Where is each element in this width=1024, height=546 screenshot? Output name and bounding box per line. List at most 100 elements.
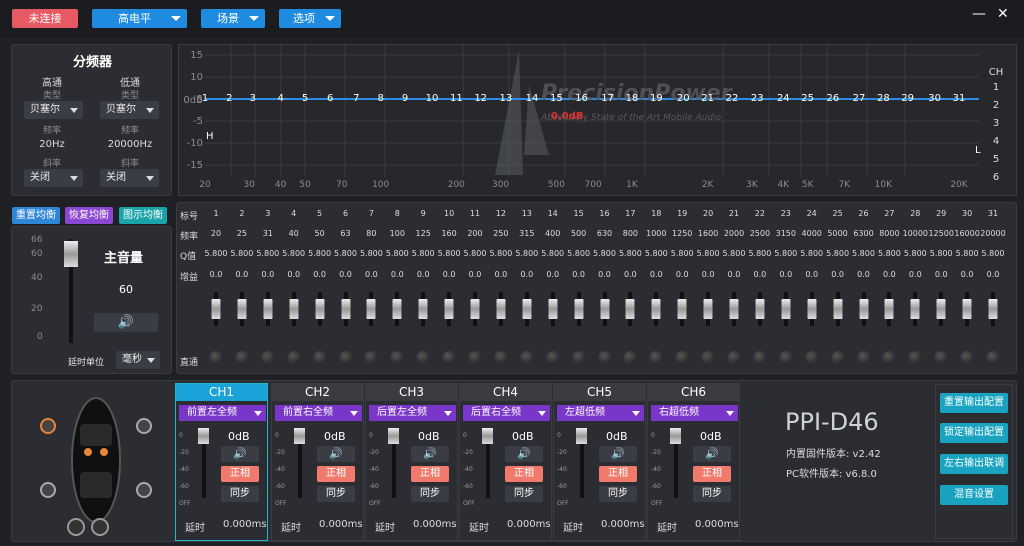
band-gain-knob[interactable]: [884, 299, 894, 319]
band-freq[interactable]: 1000: [646, 229, 667, 238]
hp-freq-value[interactable]: 20Hz: [39, 139, 65, 150]
channel-position-select[interactable]: 后置左全频: [369, 405, 456, 421]
lock-output-button[interactable]: 锁定输出配置: [940, 423, 1008, 443]
band-gain[interactable]: 0.0: [339, 270, 352, 279]
band-gain-knob[interactable]: [703, 299, 713, 319]
band-q[interactable]: 5.800: [411, 249, 435, 258]
band-freq[interactable]: 63: [340, 229, 351, 238]
connection-status-button[interactable]: 未连接: [12, 9, 78, 28]
band-gain[interactable]: 0.0: [468, 270, 482, 279]
band-freq[interactable]: 3150: [775, 229, 796, 238]
band-marker[interactable]: 13: [499, 93, 513, 104]
band-freq[interactable]: 80: [366, 229, 377, 238]
band-marker[interactable]: 6: [327, 93, 334, 104]
band-gain[interactable]: 0.0: [494, 270, 508, 279]
band-freq[interactable]: 200: [467, 229, 483, 238]
mix-settings-button[interactable]: 混音设置: [940, 485, 1008, 505]
band-q[interactable]: 5.800: [489, 249, 513, 258]
bypass-toggle[interactable]: [831, 351, 845, 364]
band-marker[interactable]: 27: [852, 93, 866, 104]
band-gain[interactable]: 0.0: [416, 270, 430, 279]
band-gain[interactable]: 0.0: [857, 270, 870, 279]
bypass-toggle[interactable]: [494, 351, 508, 364]
bypass-toggle[interactable]: [986, 351, 1000, 364]
band-gain[interactable]: 0.0: [675, 270, 689, 279]
bypass-toggle[interactable]: [416, 351, 430, 364]
channel-sync-button[interactable]: 同步: [411, 486, 449, 502]
channel-phase-button[interactable]: 正相: [317, 466, 355, 482]
band-marker[interactable]: 5: [301, 93, 309, 104]
band-freq[interactable]: 2000: [723, 229, 745, 238]
band-gain[interactable]: 0.0: [390, 270, 404, 279]
band-gain-knob[interactable]: [263, 299, 273, 319]
level-dropdown[interactable]: 高电平: [92, 9, 187, 28]
band-freq[interactable]: 4000: [801, 229, 822, 238]
bypass-toggle[interactable]: [701, 351, 715, 364]
band-q[interactable]: 5.800: [282, 249, 306, 258]
band-marker[interactable]: 21: [701, 93, 715, 104]
band-gain-knob[interactable]: [859, 299, 868, 319]
bypass-toggle[interactable]: [572, 351, 586, 364]
band-gain[interactable]: 0.0: [235, 270, 249, 279]
band-gain[interactable]: 0.0: [520, 270, 534, 279]
band-q[interactable]: 5.800: [955, 249, 979, 258]
band-freq[interactable]: 250: [493, 229, 509, 238]
band-marker[interactable]: 30: [928, 93, 942, 104]
band-freq[interactable]: 1250: [672, 229, 693, 238]
bypass-toggle[interactable]: [287, 351, 301, 364]
channel-title[interactable]: CH5: [554, 384, 645, 401]
eq-graph[interactable]: PrecisionPower Absolutely State of the A…: [178, 44, 1017, 196]
band-marker[interactable]: 14: [525, 93, 539, 104]
band-gain-knob[interactable]: [936, 299, 946, 319]
lp-slope-select[interactable]: 关闭: [100, 169, 159, 187]
channel-volume-knob[interactable]: [294, 428, 305, 444]
close-button[interactable]: ✕: [997, 6, 1009, 22]
channel-delay-value[interactable]: 0.000ms: [413, 519, 457, 530]
band-marker[interactable]: 24: [776, 93, 790, 104]
scene-dropdown[interactable]: 场景: [201, 9, 265, 28]
master-volume-knob[interactable]: [64, 241, 78, 267]
hp-marker[interactable]: H: [206, 131, 214, 142]
channel-position-select[interactable]: 前置右全频: [275, 405, 362, 421]
channel-position-select[interactable]: 左超低频: [557, 405, 644, 421]
band-gain[interactable]: 0.0: [261, 270, 275, 279]
band-gain-knob[interactable]: [781, 299, 791, 319]
band-gain-knob[interactable]: [366, 299, 376, 319]
band-q[interactable]: 5.800: [644, 249, 668, 258]
band-freq[interactable]: 100: [389, 229, 405, 238]
channel-volume-track[interactable]: [202, 430, 206, 498]
band-q[interactable]: 5.800: [981, 249, 1005, 258]
band-gain[interactable]: 0.0: [960, 270, 974, 279]
band-gain[interactable]: 0.0: [624, 270, 637, 279]
bypass-toggle[interactable]: [442, 351, 456, 364]
bypass-toggle[interactable]: [857, 351, 870, 364]
band-q[interactable]: 5.800: [929, 249, 953, 258]
bypass-toggle[interactable]: [520, 351, 534, 364]
bypass-toggle[interactable]: [675, 351, 689, 364]
bypass-toggle[interactable]: [779, 351, 793, 364]
band-freq[interactable]: 1600: [697, 229, 719, 238]
band-gain[interactable]: 0.0: [753, 270, 767, 279]
band-gain[interactable]: 0.0: [986, 270, 1000, 279]
channel-volume-knob[interactable]: [576, 428, 587, 444]
bypass-toggle[interactable]: [727, 351, 741, 364]
band-gain-knob[interactable]: [496, 299, 506, 319]
band-gain-knob[interactable]: [988, 299, 998, 319]
channel-phase-button[interactable]: 正相: [599, 466, 637, 482]
channel-position-select[interactable]: 前置左全频: [179, 405, 266, 421]
channel-volume-knob[interactable]: [670, 428, 681, 444]
band-gain[interactable]: 0.0: [649, 270, 663, 279]
channel-volume-track[interactable]: [580, 430, 584, 498]
band-q[interactable]: 5.800: [204, 249, 228, 258]
band-gain-knob[interactable]: [315, 299, 325, 319]
channel-volume-knob[interactable]: [198, 428, 209, 444]
channel-phase-button[interactable]: 正相: [221, 466, 259, 482]
band-marker[interactable]: 9: [401, 93, 409, 104]
bypass-toggle[interactable]: [235, 351, 249, 364]
band-gain-knob[interactable]: [548, 299, 558, 319]
band-freq[interactable]: 10000: [902, 229, 929, 238]
band-gain-knob[interactable]: [651, 299, 661, 319]
band-q[interactable]: 5.800: [593, 249, 616, 258]
band-gain[interactable]: 0.0: [209, 270, 223, 279]
ch-select-item[interactable]: 4: [992, 136, 1000, 147]
